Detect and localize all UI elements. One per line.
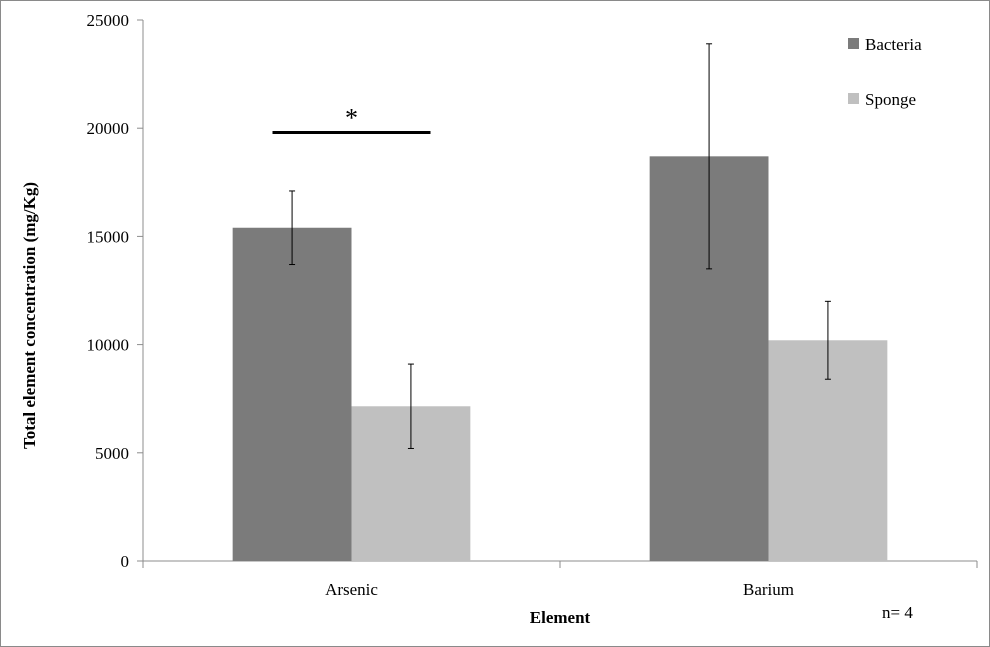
y-ticks: 0 5000 10000 15000 20000 25000 <box>87 11 143 571</box>
y-tick-label: 15000 <box>87 227 130 246</box>
error-bars <box>289 43 831 449</box>
bars <box>232 156 888 561</box>
y-tick-label: 25000 <box>87 11 130 30</box>
bar <box>232 227 352 561</box>
legend-swatch <box>848 38 859 49</box>
legend-label: Bacteria <box>865 35 922 54</box>
y-tick-label: 10000 <box>87 336 130 355</box>
y-tick-label: 5000 <box>95 444 129 463</box>
y-tick-label: 0 <box>121 552 130 571</box>
legend: Bacteria Sponge <box>848 35 922 109</box>
x-tick-label: Barium <box>743 580 794 599</box>
significance-marker: * <box>345 104 358 133</box>
x-tick-label: Arsenic <box>325 580 378 599</box>
x-ticks: Arsenic Barium <box>142 561 978 599</box>
x-axis-title: Element <box>530 608 591 627</box>
sample-size-note: n= 4 <box>882 603 913 622</box>
legend-label: Sponge <box>865 90 916 109</box>
y-tick-label: 20000 <box>87 119 130 138</box>
legend-swatch <box>848 93 859 104</box>
significance-annotation: * <box>272 104 431 135</box>
y-axis-title: Total element concentration (mg/Kg) <box>20 182 39 449</box>
